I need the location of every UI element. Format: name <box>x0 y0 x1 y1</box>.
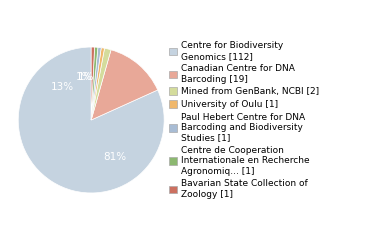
Text: 1%: 1% <box>78 72 95 82</box>
Wedge shape <box>91 47 98 120</box>
Wedge shape <box>91 47 95 120</box>
Text: 1%: 1% <box>76 72 92 82</box>
Text: 13%: 13% <box>51 82 74 92</box>
Wedge shape <box>91 47 101 120</box>
Wedge shape <box>91 48 105 120</box>
Legend: Centre for Biodiversity
Genomics [112], Canadian Centre for DNA
Barcoding [19], : Centre for Biodiversity Genomics [112], … <box>169 41 319 199</box>
Text: 81%: 81% <box>103 152 127 162</box>
Wedge shape <box>18 47 164 193</box>
Wedge shape <box>91 48 111 120</box>
Wedge shape <box>91 50 158 120</box>
